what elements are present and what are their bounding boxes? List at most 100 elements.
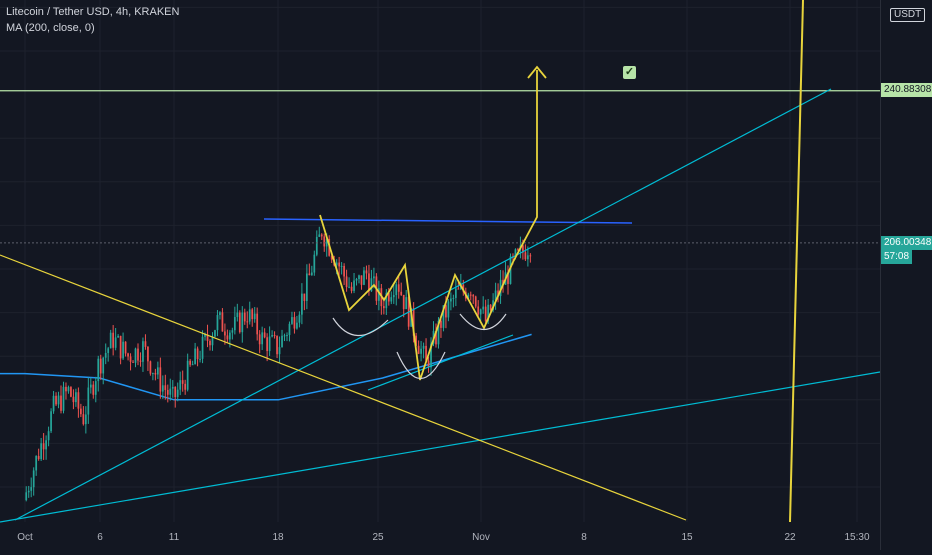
candle-body[interactable] (348, 286, 350, 288)
candle-body[interactable] (353, 280, 355, 291)
support-trendline[interactable] (0, 371, 881, 523)
candle-body[interactable] (253, 313, 256, 320)
candle-body[interactable] (37, 455, 40, 460)
candle-body[interactable] (70, 387, 72, 397)
candle-body[interactable] (164, 385, 167, 390)
candle-body[interactable] (261, 332, 264, 345)
candle-body[interactable] (400, 291, 403, 295)
candle-body[interactable] (296, 322, 298, 329)
candle-body[interactable] (97, 358, 100, 382)
candle-body[interactable] (397, 284, 400, 292)
candle-body[interactable] (50, 411, 52, 432)
candle-body[interactable] (303, 293, 306, 301)
candle-body[interactable] (102, 357, 105, 374)
projection-arrow-head[interactable] (527, 65, 547, 79)
candle-body[interactable] (330, 255, 333, 260)
candle-body[interactable] (509, 256, 512, 284)
candle-body[interactable] (211, 336, 214, 346)
pattern-zigzag[interactable] (319, 70, 538, 381)
candle-body[interactable] (224, 331, 226, 336)
candle-body[interactable] (273, 335, 276, 337)
candle-body[interactable] (129, 356, 132, 362)
candle-body[interactable] (154, 372, 157, 375)
candle-body[interactable] (87, 387, 90, 415)
candle-body[interactable] (67, 387, 70, 392)
candle-body[interactable] (469, 294, 472, 296)
candle-body[interactable] (363, 270, 365, 285)
candle-body[interactable] (30, 487, 33, 491)
candle-body[interactable] (152, 372, 154, 374)
candle-body[interactable] (174, 386, 177, 398)
candle-body[interactable] (92, 384, 95, 395)
candle-body[interactable] (62, 386, 65, 411)
candle-body[interactable] (497, 290, 499, 297)
candle-body[interactable] (75, 392, 77, 403)
candle-body[interactable] (57, 395, 60, 405)
candle-body[interactable] (159, 367, 162, 392)
candle-body[interactable] (139, 360, 142, 362)
candle-body[interactable] (452, 297, 455, 299)
candle-body[interactable] (385, 292, 388, 309)
candle-body[interactable] (430, 343, 432, 368)
candle-body[interactable] (447, 301, 450, 318)
candle-body[interactable] (181, 380, 184, 384)
candle-body[interactable] (258, 334, 261, 345)
candle-body[interactable] (186, 360, 189, 390)
candle-body[interactable] (318, 234, 321, 237)
candle-body[interactable] (442, 305, 445, 328)
candle-body[interactable] (392, 295, 395, 298)
candle-body[interactable] (60, 395, 62, 411)
candle-body[interactable] (27, 490, 30, 493)
candle-body[interactable] (437, 320, 440, 345)
candle-body[interactable] (286, 335, 288, 337)
candle-body[interactable] (216, 315, 219, 331)
candle-body[interactable] (412, 308, 415, 336)
candle-body[interactable] (147, 346, 149, 362)
candle-body[interactable] (477, 306, 480, 315)
candle-body[interactable] (206, 334, 209, 341)
candle-body[interactable] (169, 388, 172, 395)
candle-body[interactable] (144, 341, 147, 347)
candle-body[interactable] (171, 386, 174, 389)
candle-body[interactable] (479, 309, 482, 315)
candle-body[interactable] (134, 348, 137, 363)
candle-body[interactable] (246, 321, 249, 323)
candle-body[interactable] (529, 255, 532, 257)
candle-body[interactable] (435, 330, 437, 345)
candle-body[interactable] (251, 309, 254, 320)
candle-body[interactable] (77, 392, 80, 409)
candle-body[interactable] (355, 279, 358, 281)
candle-body[interactable] (378, 288, 380, 301)
candle-body[interactable] (80, 408, 82, 415)
pattern-lower-trendline[interactable] (367, 334, 514, 391)
candle-body[interactable] (149, 361, 152, 374)
candle-body[interactable] (124, 341, 127, 354)
candle-body[interactable] (72, 396, 75, 403)
candle-body[interactable] (45, 440, 47, 450)
candle-body[interactable] (358, 275, 360, 280)
candle-body[interactable] (313, 254, 316, 273)
candle-body[interactable] (166, 389, 169, 395)
candle-body[interactable] (196, 348, 199, 360)
candle-body[interactable] (127, 353, 129, 357)
candle-body[interactable] (415, 335, 417, 346)
candle-body[interactable] (99, 358, 102, 374)
candle-body[interactable] (176, 389, 179, 398)
candle-body[interactable] (517, 249, 519, 251)
candle-body[interactable] (231, 330, 234, 333)
candle-body[interactable] (288, 323, 291, 336)
candle-body[interactable] (338, 262, 341, 267)
candle-body[interactable] (340, 265, 343, 267)
price-unit-label[interactable]: USDT (890, 8, 926, 22)
candle-body[interactable] (420, 348, 422, 354)
candle-body[interactable] (472, 295, 475, 297)
candle-body[interactable] (524, 252, 527, 260)
vertical-marker-line[interactable] (789, 0, 804, 523)
candle-body[interactable] (25, 492, 28, 501)
candle-body[interactable] (233, 317, 236, 331)
candle-body[interactable] (112, 332, 115, 348)
candle-body[interactable] (142, 341, 144, 362)
candle-body[interactable] (42, 443, 45, 450)
candle-body[interactable] (241, 312, 244, 333)
